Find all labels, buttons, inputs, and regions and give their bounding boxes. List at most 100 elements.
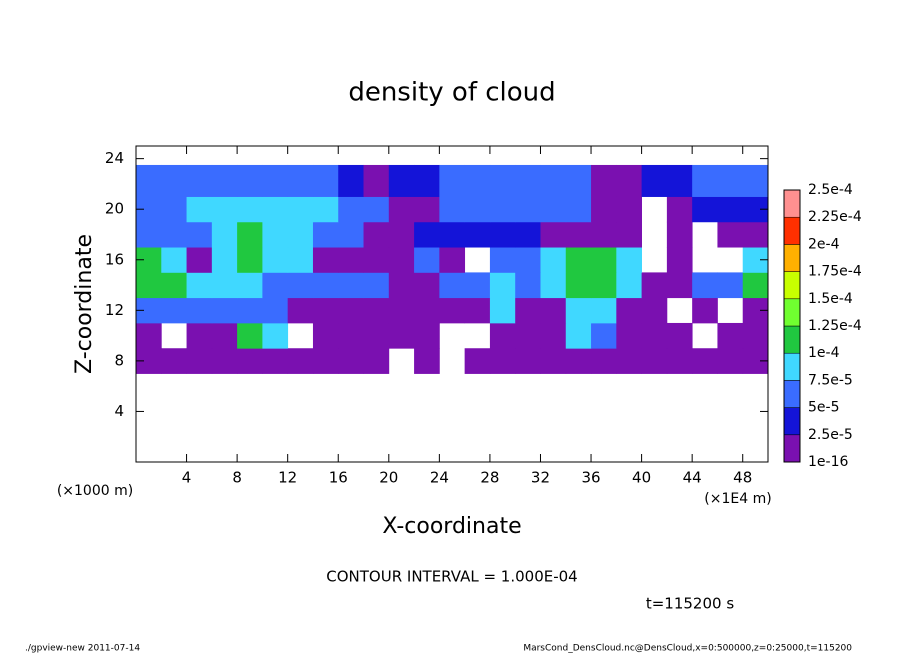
field-cell: [489, 322, 516, 349]
field-cell: [515, 164, 541, 197]
field-cell: [464, 297, 491, 324]
field-cell: [186, 196, 213, 223]
x-tick-label: 20: [379, 469, 398, 487]
field-cell: [414, 272, 440, 299]
field-cell: [312, 348, 339, 374]
x-axis-label: X-coordinate: [382, 514, 521, 539]
field-cell: [591, 322, 617, 349]
field-cell: [237, 196, 263, 223]
field-cell: [515, 272, 541, 299]
chart-title: density of cloud: [348, 78, 555, 108]
field-cell: [742, 221, 769, 248]
colorbar-swatch: [783, 325, 801, 354]
field-cell: [439, 196, 466, 223]
field-cell: [262, 272, 289, 299]
field-cell: [338, 297, 364, 324]
field-cell: [717, 348, 744, 374]
field-cell: [616, 348, 642, 374]
field-cell: [414, 247, 440, 273]
field-cell: [211, 221, 238, 248]
x-tick-label: 28: [480, 469, 499, 487]
field-cell: [591, 272, 617, 299]
y-tick-label: 20: [105, 200, 124, 218]
field-cell: [161, 348, 187, 374]
field-cell: [692, 348, 718, 374]
field-cell: [388, 272, 415, 299]
field-cell: [666, 348, 693, 374]
colorbar-label: 1e-16: [808, 454, 848, 470]
field-cell: [489, 348, 516, 374]
colorbar-label: 5e-5: [808, 400, 839, 416]
field-cell: [186, 297, 213, 324]
colorbar-label: 1.5e-4: [808, 291, 853, 307]
field-cell: [565, 272, 592, 299]
colorbar-frame: [783, 189, 801, 463]
field-cell: [666, 221, 693, 248]
field-cell: [439, 164, 466, 197]
field-cell: [515, 348, 541, 374]
field-cell: [211, 297, 238, 324]
field-cell: [262, 348, 289, 374]
field-cell: [515, 297, 541, 324]
field-cell: [363, 348, 390, 374]
field-cell: [388, 196, 415, 223]
field-cell: [540, 221, 567, 248]
x-tick-label: 36: [581, 469, 600, 487]
field-cell: [414, 221, 440, 248]
field-cell: [287, 247, 314, 273]
field-cell: [489, 297, 516, 324]
field-cell: [717, 196, 744, 223]
field-cell: [237, 297, 263, 324]
field-cell: [211, 272, 238, 299]
colorbar-swatch: [783, 380, 801, 408]
field-cell: [161, 297, 187, 324]
x-tick-label: 8: [232, 469, 242, 487]
field-cell: [186, 164, 213, 197]
field-cell: [616, 221, 642, 248]
field-cell: [363, 164, 390, 197]
field-cell: [237, 164, 263, 197]
time-label: t=115200 s: [646, 595, 734, 613]
colorbar-swatch: [783, 189, 801, 218]
field-cell: [287, 297, 314, 324]
field-cell: [565, 247, 592, 273]
field-cell: [565, 322, 592, 349]
field-cell: [717, 322, 744, 349]
x-unit-label: (×1E4 m): [704, 491, 771, 507]
field-cell: [616, 164, 642, 197]
field-cell: [338, 221, 364, 248]
field-cell: [641, 164, 668, 197]
field-cell: [591, 297, 617, 324]
field-cell: [338, 247, 364, 273]
field-cell: [540, 322, 567, 349]
field-cell: [186, 348, 213, 374]
field-cell: [312, 221, 339, 248]
colorbar-swatch: [783, 271, 801, 300]
field-cell: [591, 247, 617, 273]
field-cell: [186, 221, 213, 248]
field-cell: [616, 297, 642, 324]
field-cell: [591, 348, 617, 374]
field-cell: [439, 297, 466, 324]
field-cell: [540, 196, 567, 223]
field-cell: [312, 272, 339, 299]
colorbar-label: 2.25e-4: [808, 209, 862, 225]
footer-left: ./gpview-new 2011-07-14: [25, 644, 140, 654]
x-tick-label: 32: [531, 469, 550, 487]
field-cell: [692, 272, 718, 299]
y-tick-label: 4: [114, 402, 124, 420]
field-cell: [211, 164, 238, 197]
field-cell: [287, 348, 314, 374]
field-cell: [641, 297, 668, 324]
field-cell: [515, 221, 541, 248]
field-cell: [287, 164, 314, 197]
field-cell: [464, 272, 491, 299]
field-cell: [262, 164, 289, 197]
y-tick-label: 16: [105, 250, 124, 268]
field-cell: [237, 348, 263, 374]
field-cell: [363, 322, 390, 349]
field-cell: [186, 322, 213, 349]
field-cell: [211, 196, 238, 223]
field-cell: [666, 196, 693, 223]
